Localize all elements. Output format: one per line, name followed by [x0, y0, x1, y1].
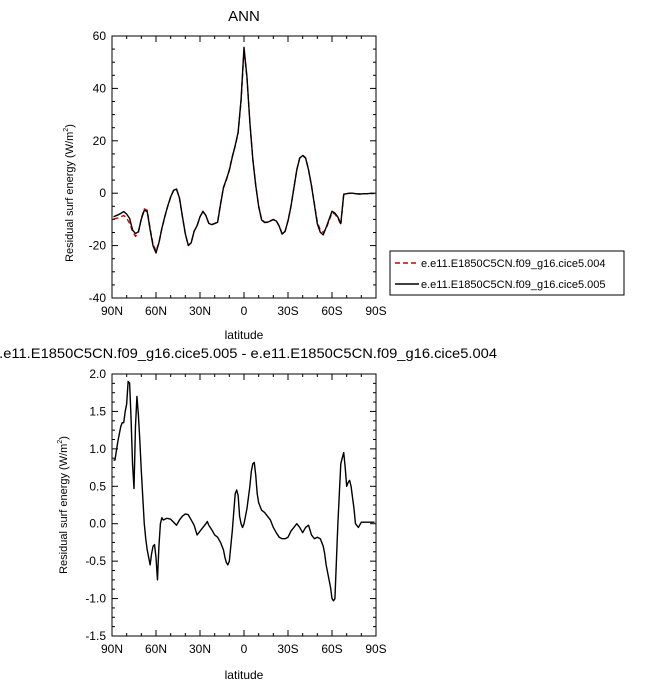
- bottom-chart-series: [113, 380, 375, 602]
- top-chart-y-tick-label: 40: [93, 81, 107, 95]
- bottom-chart-x-tick-label: 90N: [101, 642, 123, 656]
- top-chart-x-axis-label: latitude: [225, 328, 264, 342]
- bottom-chart-x-tick-label: 60N: [145, 642, 167, 656]
- top-chart-series-line-1: [113, 46, 375, 254]
- bottom-chart-x-axis-label: latitude: [225, 668, 264, 682]
- top-chart-ticks: 90N 60N 30N 0 30S 60S 90S -40 -20 0 20 40 60: [89, 29, 387, 318]
- bottom-chart-y-tick-label: 1.0: [89, 442, 106, 456]
- top-chart: ANN Residual surf energy (W/m2) latitude…: [63, 8, 387, 342]
- bottom-chart-x-tick-label: 30N: [189, 642, 211, 656]
- bottom-chart-y-tick-label: 1.5: [89, 404, 106, 418]
- top-chart-y-axis-label-sup: 2: [63, 128, 70, 132]
- bottom-chart-title: e.e11.E1850C5CN.f09_g16.cice5.005 - e.e1…: [0, 345, 497, 361]
- bottom-chart-y-axis-label: Residual surf energy (W/m2): [57, 436, 70, 574]
- bottom-chart-x-tick-label: 30S: [277, 642, 298, 656]
- top-chart-y-axis-label: Residual surf energy (W/m2): [63, 124, 76, 262]
- top-chart-x-tick-label: 0: [241, 304, 248, 318]
- bottom-chart-x-tick-label: 0: [241, 642, 248, 656]
- bottom-chart-y-axis-label-sup: 2: [57, 440, 64, 444]
- legend-label-004: e.e11.E1850C5CN.f09_g16.cice5.004: [421, 258, 606, 270]
- top-chart-title: ANN: [228, 8, 260, 25]
- bottom-chart-frame: [111, 373, 377, 637]
- top-chart-series: [113, 46, 375, 254]
- bottom-chart-y-tick-label: 2.0: [89, 367, 106, 381]
- top-chart-y-tick-label: 60: [93, 29, 107, 43]
- legend: e.e11.E1850C5CN.f09_g16.cice5.004 e.e11.…: [389, 250, 625, 296]
- bottom-chart-x-tick-label: 60S: [321, 642, 342, 656]
- top-chart-y-axis-label-main: Residual surf energy (W/m: [64, 132, 76, 262]
- bottom-chart-series-line-0: [113, 380, 375, 602]
- bottom-chart-y-axis-label-end: ): [58, 436, 70, 440]
- top-chart-x-tick-label: 60S: [321, 304, 342, 318]
- top-chart-y-tick-label: -40: [89, 291, 107, 305]
- bottom-chart-y-tick-label: 0.0: [89, 517, 106, 531]
- top-chart-x-tick-label: 30N: [189, 304, 211, 318]
- top-chart-y-tick-label: -20: [89, 239, 107, 253]
- top-chart-y-tick-label: 20: [93, 134, 107, 148]
- bottom-chart-y-tick-label: -1.0: [85, 592, 106, 606]
- top-chart-x-tick-label: 90S: [365, 304, 386, 318]
- bottom-chart-y-tick-label: -1.5: [85, 629, 106, 643]
- legend-label-005: e.e11.E1850C5CN.f09_g16.cice5.005: [421, 279, 606, 291]
- top-chart-x-tick-label: 60N: [145, 304, 167, 318]
- bottom-chart-y-tick-label: 0.5: [89, 479, 106, 493]
- bottom-chart-y-tick-label: -0.5: [85, 554, 106, 568]
- top-chart-y-tick-label: 0: [99, 186, 106, 200]
- top-chart-x-tick-label: 30S: [277, 304, 298, 318]
- top-chart-x-tick-label: 90N: [101, 304, 123, 318]
- top-chart-frame: [111, 35, 377, 299]
- bottom-chart-x-tick-label: 90S: [365, 642, 386, 656]
- bottom-chart-y-axis-label-main: Residual surf energy (W/m: [58, 444, 70, 574]
- top-chart-y-axis-label-end: ): [64, 124, 76, 128]
- bottom-chart: e.e11.E1850C5CN.f09_g16.cice5.005 - e.e1…: [0, 345, 497, 682]
- legend-box: [389, 250, 625, 296]
- top-chart-series-line-0: [113, 49, 375, 252]
